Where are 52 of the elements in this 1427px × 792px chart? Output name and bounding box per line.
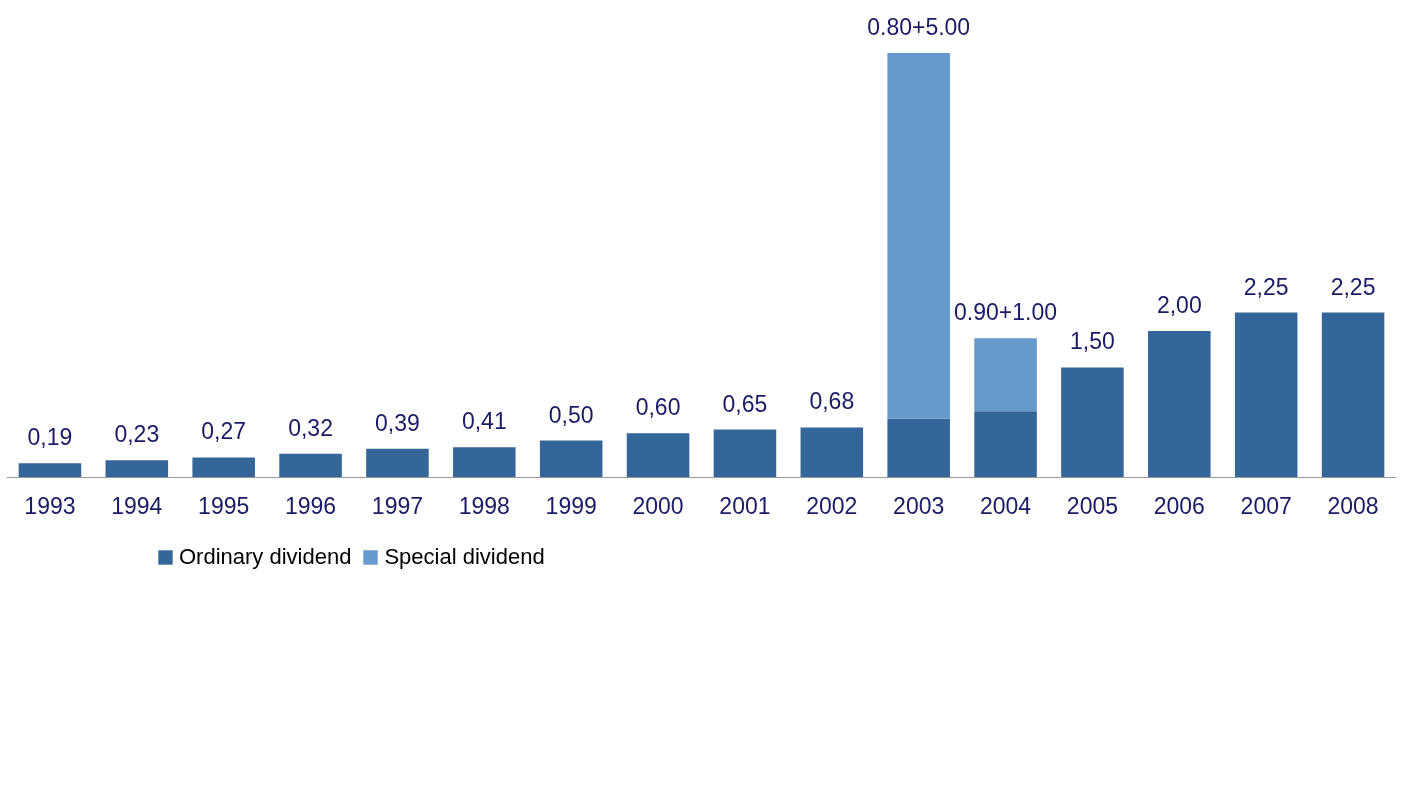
bar	[453, 447, 516, 478]
data-label: 2,25	[1243, 273, 1289, 300]
bar	[713, 429, 777, 478]
data-label: 0,23	[114, 421, 160, 448]
x-tick-label: 1998	[458, 493, 510, 520]
data-label: 0,19	[27, 424, 73, 451]
total-label: 0.80+5.00	[867, 13, 971, 40]
x-tick-label: 2002	[806, 493, 858, 520]
bar	[974, 338, 1037, 412]
data-label: 0,27	[201, 418, 247, 445]
x-tick-label: 1999	[545, 493, 597, 520]
x-tick-label: 2005	[1066, 493, 1119, 520]
bar	[279, 453, 342, 478]
bar	[887, 52, 950, 419]
bar	[626, 433, 690, 478]
bar	[800, 427, 864, 478]
x-tick-label: 1995	[198, 493, 250, 520]
bar	[539, 440, 603, 478]
bar	[974, 411, 1037, 478]
bar	[1321, 312, 1385, 478]
total-label: 0.90+1.00	[954, 299, 1058, 326]
x-tick-label: 2004	[979, 493, 1032, 520]
bar	[192, 457, 255, 478]
data-label: 0,39	[375, 409, 420, 436]
x-tick-label: 2000	[632, 493, 684, 520]
x-tick-label: 1994	[111, 493, 163, 520]
data-label: 1,50	[1070, 328, 1115, 355]
data-label: 0,68	[809, 388, 855, 415]
x-tick-label: 2006	[1153, 493, 1205, 520]
data-label: 0,50	[548, 401, 594, 428]
data-label: 0,65	[722, 390, 768, 417]
data-label: 2,25	[1330, 273, 1376, 300]
x-tick-label: 2001	[719, 493, 771, 520]
x-tick-label: 1997	[371, 493, 424, 520]
x-tick-label: 2007	[1240, 493, 1292, 520]
legend-label: Ordinary dividend	[179, 544, 352, 570]
bar	[887, 418, 950, 478]
x-tick-label: 2008	[1327, 493, 1379, 520]
data-label: 0,60	[635, 394, 681, 421]
x-tick-label: 1993	[24, 493, 76, 520]
bar	[1148, 330, 1211, 478]
data-label: 0,32	[288, 414, 333, 441]
data-label: 0,41	[461, 408, 507, 435]
bar	[18, 463, 82, 478]
legend-label: Special dividend	[384, 544, 545, 570]
x-tick-label: 2003	[893, 493, 945, 520]
x-tick-label: 1996	[284, 493, 337, 520]
data-label: 2,00	[1156, 291, 1202, 318]
bar	[1234, 312, 1298, 478]
bar	[366, 448, 429, 478]
bar	[1061, 367, 1124, 478]
bar	[105, 460, 169, 478]
